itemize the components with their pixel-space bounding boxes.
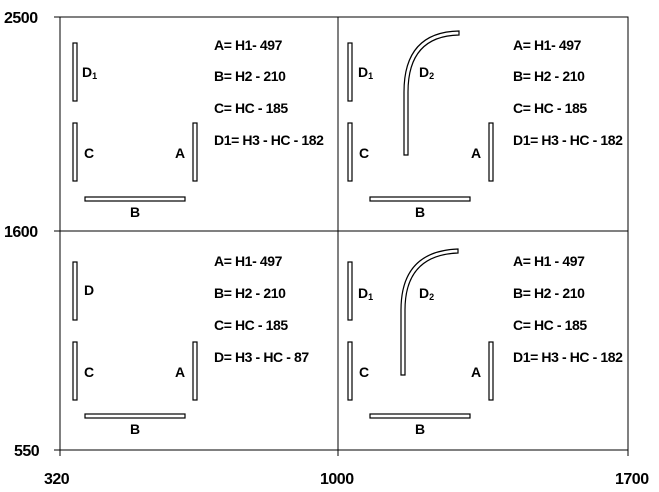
formula-c: C= HC - 185 [513, 100, 587, 116]
part-b [369, 413, 471, 419]
panel-bottom-right: D1 D2 C A B A= H1 - 497 B= H2 - 210 C= H… [347, 248, 624, 437]
label-d2: D2 [419, 285, 434, 302]
label-b: B [130, 421, 140, 437]
part-a [192, 341, 198, 401]
x-tick-label: 1000 [320, 471, 354, 488]
part-b [84, 196, 186, 202]
part-a [488, 122, 494, 182]
formula-d: D1= H3 - HC - 182 [513, 349, 623, 365]
x-tick-label: 320 [44, 471, 70, 488]
label-d2: D2 [419, 64, 434, 81]
panel-bottom-left: D C A B A= H1- 497 B= H2 - 210 C= HC - 1… [72, 253, 310, 437]
formula-d: D1= H3 - HC - 182 [513, 132, 623, 148]
label-d1: D1 [358, 64, 373, 81]
label-d: D [84, 282, 94, 298]
label-c: C [359, 364, 369, 380]
part-d1 [347, 42, 353, 102]
part-d [72, 42, 78, 102]
part-d2-curved [400, 248, 459, 376]
panel-top-right: D1 D2 C A B A= H1- 497 B= H2 - 210 C= HC… [347, 30, 624, 220]
label-b: B [415, 204, 425, 220]
y-tick-label: 2500 [4, 10, 38, 27]
formula-d: D= H3 - HC - 87 [214, 349, 309, 365]
formula-c: C= HC - 185 [214, 317, 288, 333]
diagram-frame [59, 16, 629, 451]
formula-a: A= H1- 497 [214, 253, 283, 269]
part-b [369, 196, 471, 202]
label-d: D1 [82, 64, 97, 81]
formula-a: A= H1 - 497 [513, 253, 585, 269]
part-c [72, 122, 78, 182]
formula-c: C= HC - 185 [513, 317, 587, 333]
label-a: A [175, 145, 185, 161]
label-a: A [471, 145, 481, 161]
part-d [72, 261, 78, 321]
x-tick-label: 1700 [615, 471, 649, 488]
label-b: B [130, 204, 140, 220]
part-d1 [347, 261, 353, 321]
label-c: C [84, 145, 94, 161]
formula-b: B= H2 - 210 [214, 68, 286, 84]
formula-b: B= H2 - 210 [513, 285, 585, 301]
label-d1: D1 [358, 285, 373, 302]
formula-a: A= H1- 497 [214, 37, 283, 53]
formula-c: C= HC - 185 [214, 100, 288, 116]
formula-b: B= H2 - 210 [513, 68, 585, 84]
panel-top-left: D1 C A B A= H1- 497 B= H2 - 210 C= HC - … [72, 37, 325, 220]
part-c [347, 341, 353, 401]
label-c: C [84, 364, 94, 380]
label-c: C [359, 145, 369, 161]
label-a: A [175, 364, 185, 380]
formula-a: A= H1- 497 [513, 37, 582, 53]
y-tick-label: 1600 [4, 224, 38, 241]
y-tick-label: 550 [14, 443, 40, 460]
part-a [488, 341, 494, 401]
formula-d: D1= H3 - HC - 182 [214, 132, 324, 148]
label-a: A [471, 364, 481, 380]
part-d2-curved [403, 30, 460, 156]
part-c [72, 341, 78, 401]
part-c [347, 122, 353, 182]
part-a [192, 122, 198, 182]
label-b: B [415, 421, 425, 437]
formula-b: B= H2 - 210 [214, 285, 286, 301]
part-b [84, 413, 186, 419]
